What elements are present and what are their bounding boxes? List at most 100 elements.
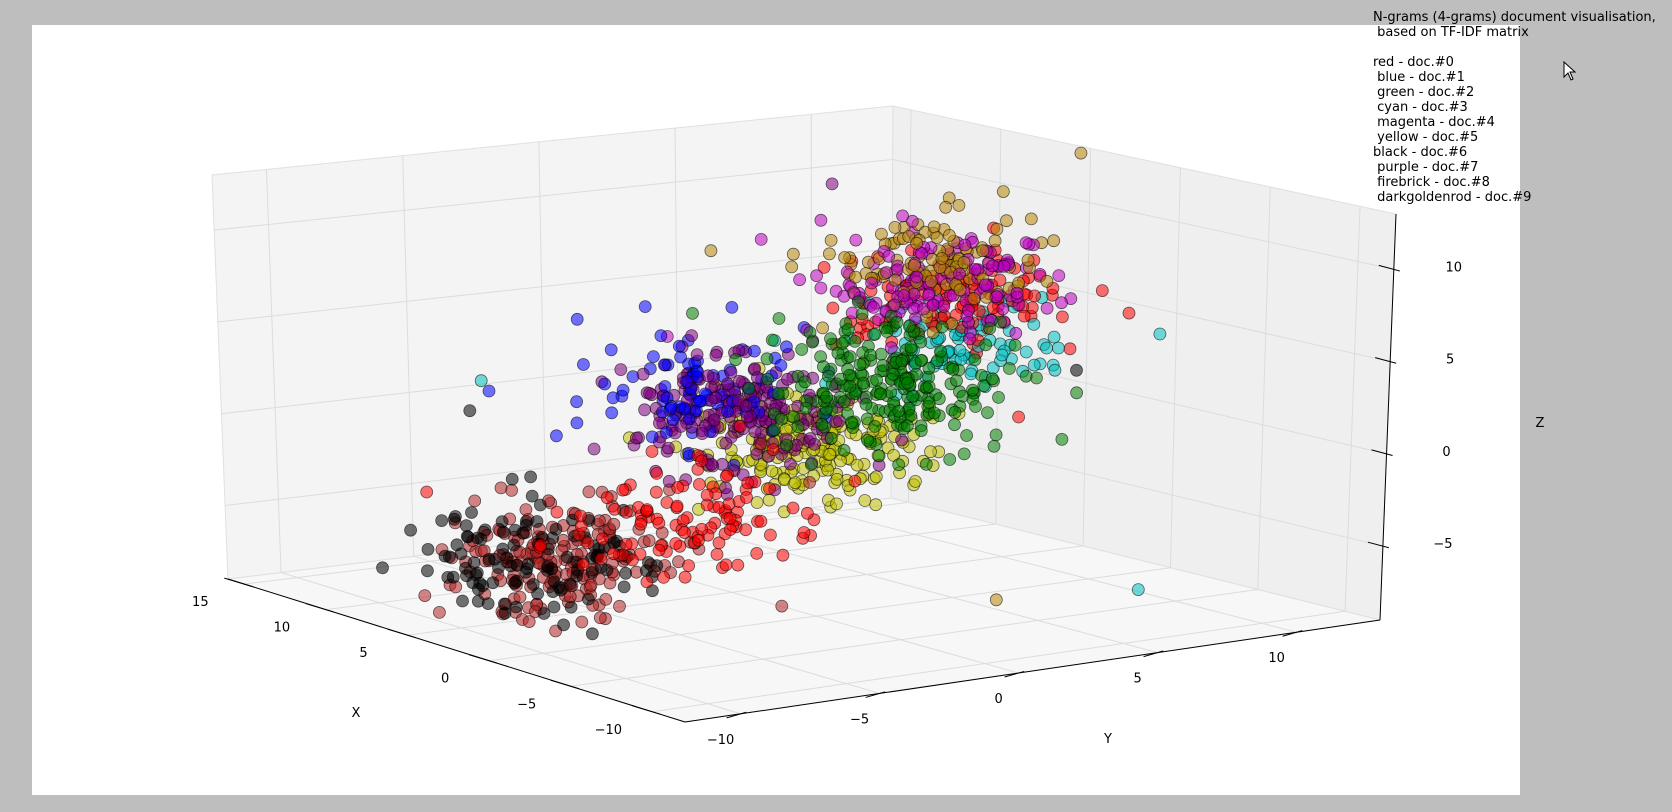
data-point	[606, 391, 620, 405]
data-point	[530, 515, 544, 528]
z-axis-tick	[1371, 449, 1393, 456]
data-point	[843, 368, 856, 382]
data-point	[570, 416, 584, 430]
y-axis-tick	[1143, 650, 1164, 658]
data-point	[797, 526, 811, 539]
y-axis-tick-label: −10	[707, 733, 734, 748]
data-point	[976, 244, 990, 258]
data-point	[619, 505, 633, 519]
data-point	[560, 550, 574, 564]
grid-line	[811, 507, 1297, 633]
grid-line	[217, 248, 893, 323]
data-point	[693, 394, 707, 408]
data-point	[845, 416, 858, 429]
data-point	[654, 329, 668, 343]
z-axis-label: Z	[1536, 416, 1545, 431]
data-point	[996, 185, 1010, 199]
data-point	[586, 627, 599, 641]
data-point	[895, 354, 909, 368]
data-point	[996, 302, 1010, 316]
data-point	[1070, 386, 1083, 400]
data-point	[824, 332, 837, 346]
data-point	[837, 395, 851, 409]
grid-line	[221, 337, 892, 415]
legend-entry: darkgoldenrod - doc.#9	[1373, 190, 1532, 205]
data-point	[880, 266, 893, 279]
data-point	[459, 519, 473, 532]
data-point	[690, 348, 704, 362]
data-point	[678, 570, 692, 584]
data-point	[968, 262, 982, 276]
data-point	[507, 538, 521, 552]
data-point	[780, 340, 793, 354]
data-point	[441, 571, 455, 584]
legend-entry: yellow - doc.#5	[1373, 130, 1479, 145]
data-point	[957, 447, 971, 461]
data-point	[886, 367, 900, 381]
data-point	[447, 512, 461, 526]
data-point	[901, 419, 914, 433]
data-point	[927, 220, 941, 234]
data-point	[420, 564, 434, 578]
data-point	[534, 539, 547, 552]
data-point	[658, 380, 672, 393]
data-point	[760, 352, 774, 366]
data-point	[557, 618, 570, 632]
data-point	[764, 528, 777, 542]
data-point	[537, 607, 551, 620]
data-point	[822, 369, 835, 383]
data-point	[919, 457, 933, 471]
data-point	[607, 547, 620, 561]
data-point	[892, 458, 906, 472]
data-point	[849, 270, 862, 284]
data-point	[435, 514, 449, 527]
data-point	[864, 348, 877, 362]
data-point	[729, 353, 742, 367]
data-point	[849, 233, 863, 247]
data-point	[858, 494, 872, 507]
data-point	[825, 177, 839, 191]
data-point	[552, 581, 566, 594]
grid-line	[489, 567, 1171, 662]
data-point	[937, 299, 951, 313]
data-point	[990, 290, 1004, 304]
legend-entry: purple - doc.#7	[1373, 160, 1479, 175]
data-point	[943, 453, 957, 466]
data-point	[549, 522, 563, 536]
data-point	[450, 538, 464, 552]
data-point	[662, 441, 675, 455]
data-point	[432, 606, 446, 619]
data-point	[1040, 274, 1054, 288]
data-point	[748, 425, 762, 439]
data-point	[1019, 236, 1033, 250]
data-point	[638, 403, 651, 417]
data-point	[869, 498, 883, 512]
z-axis-line	[1379, 213, 1397, 621]
data-point	[960, 429, 973, 442]
data-point	[481, 597, 495, 610]
data-point	[640, 503, 654, 517]
data-point	[791, 420, 805, 434]
data-point	[935, 252, 949, 265]
data-point	[474, 532, 488, 546]
x-axis-tick	[224, 577, 253, 587]
data-point	[1131, 583, 1145, 596]
grid-line	[678, 523, 1158, 654]
data-point	[892, 404, 906, 418]
data-point	[682, 559, 695, 572]
x-axis-tick	[468, 654, 498, 664]
data-point	[808, 437, 821, 451]
data-point	[780, 438, 793, 452]
legend-entry: red - doc.#0	[1373, 55, 1454, 70]
data-point	[658, 358, 671, 372]
data-point	[685, 329, 698, 343]
data-point	[709, 348, 723, 362]
legend-entry: green - doc.#2	[1373, 85, 1475, 100]
y-axis-tick	[1282, 630, 1303, 637]
data-point	[981, 406, 994, 420]
data-point	[619, 538, 633, 551]
data-point	[582, 592, 595, 606]
data-point	[761, 372, 774, 386]
data-point	[868, 327, 882, 341]
